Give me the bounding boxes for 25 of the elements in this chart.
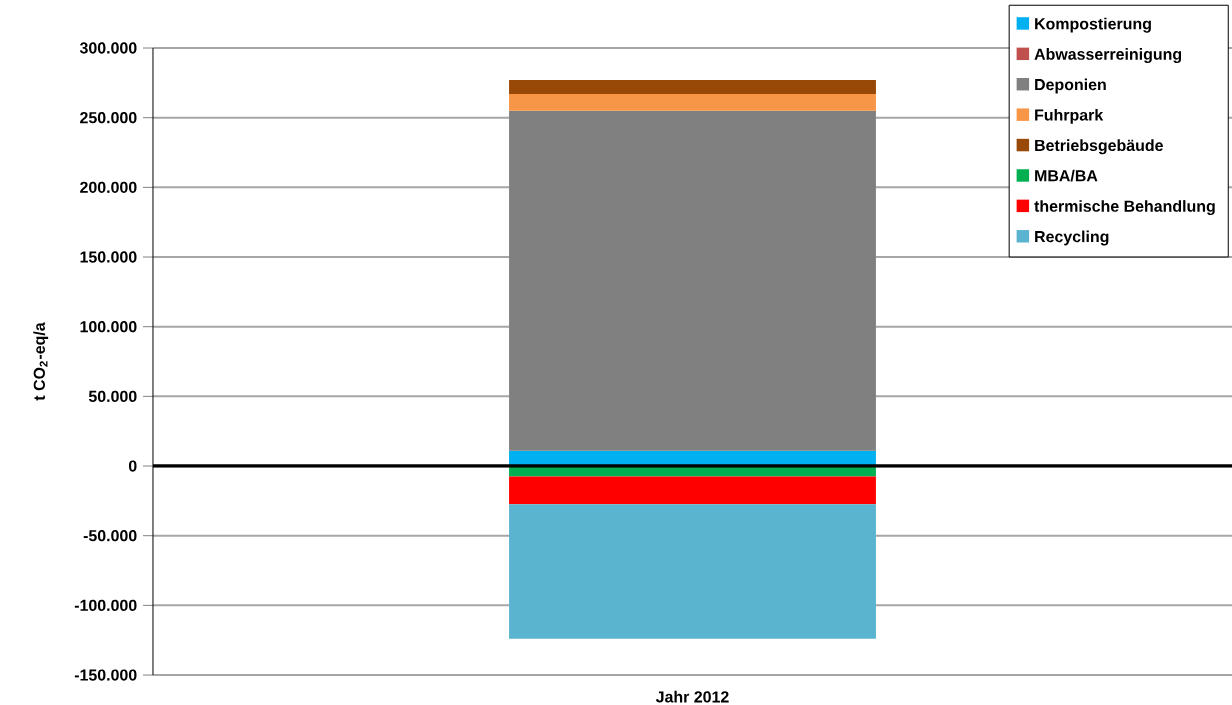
y-tick-label: 250.000 <box>80 112 137 124</box>
bar <box>509 504 876 639</box>
legend-label: Betriebsgebäude <box>1035 139 1163 155</box>
y-tick-label: -150.000 <box>74 669 137 681</box>
legend-label: Deponien <box>1035 78 1106 94</box>
legend-label: Fuhrpark <box>1035 108 1104 124</box>
legend-label: Kompostierung <box>1035 17 1151 33</box>
bar <box>509 476 876 505</box>
y-tick-label: 200.000 <box>80 181 137 193</box>
bar <box>509 93 876 111</box>
y-tick-label: 0 <box>128 460 137 472</box>
y-tick-label: 100.000 <box>80 321 137 333</box>
legend-label: MBA/BA <box>1035 169 1098 182</box>
y-tick-label: 150.000 <box>80 251 137 263</box>
legend-label: thermische Behandlung <box>1034 200 1215 216</box>
y-tick-label: -100.000 <box>74 599 137 611</box>
y-tick-label: 50.000 <box>88 390 137 402</box>
bar <box>509 80 876 94</box>
y-axis-title: t CO$_{2}$-eq/a <box>33 322 49 401</box>
y-tick-label: -50.000 <box>83 530 137 542</box>
bar <box>509 110 876 451</box>
legend-label: Recycling <box>1035 230 1109 246</box>
legend-label: Abwasserreinigung <box>1034 48 1182 64</box>
x-tick-label: Jahr 2012 <box>655 690 729 703</box>
y-tick-label: 300.000 <box>79 42 137 54</box>
